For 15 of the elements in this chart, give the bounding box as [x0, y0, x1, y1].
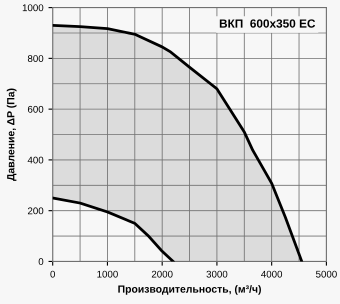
x-axis-title: Производительность, (м³/ч): [118, 285, 261, 295]
y-axis-title: Давление, ΔP (Па): [6, 88, 16, 181]
y-tick-label: 400: [28, 156, 44, 164]
x-tick-label: 4000: [261, 270, 282, 278]
x-tick-label: 1000: [97, 270, 118, 278]
y-tick-label: 200: [28, 207, 44, 214]
y-tick-label: 1000: [22, 4, 44, 12]
x-tick-label: 3000: [206, 270, 228, 278]
x-tick-label: 0: [50, 270, 56, 278]
x-tick-label: 5000: [316, 270, 337, 278]
y-tick-label: 600: [28, 106, 44, 113]
text: ВКП 600x350 EC: [220, 19, 316, 28]
y-tick-label: 0: [38, 258, 44, 266]
x-tick-label: 2000: [152, 270, 173, 278]
y-tick-label: 800: [28, 55, 44, 62]
